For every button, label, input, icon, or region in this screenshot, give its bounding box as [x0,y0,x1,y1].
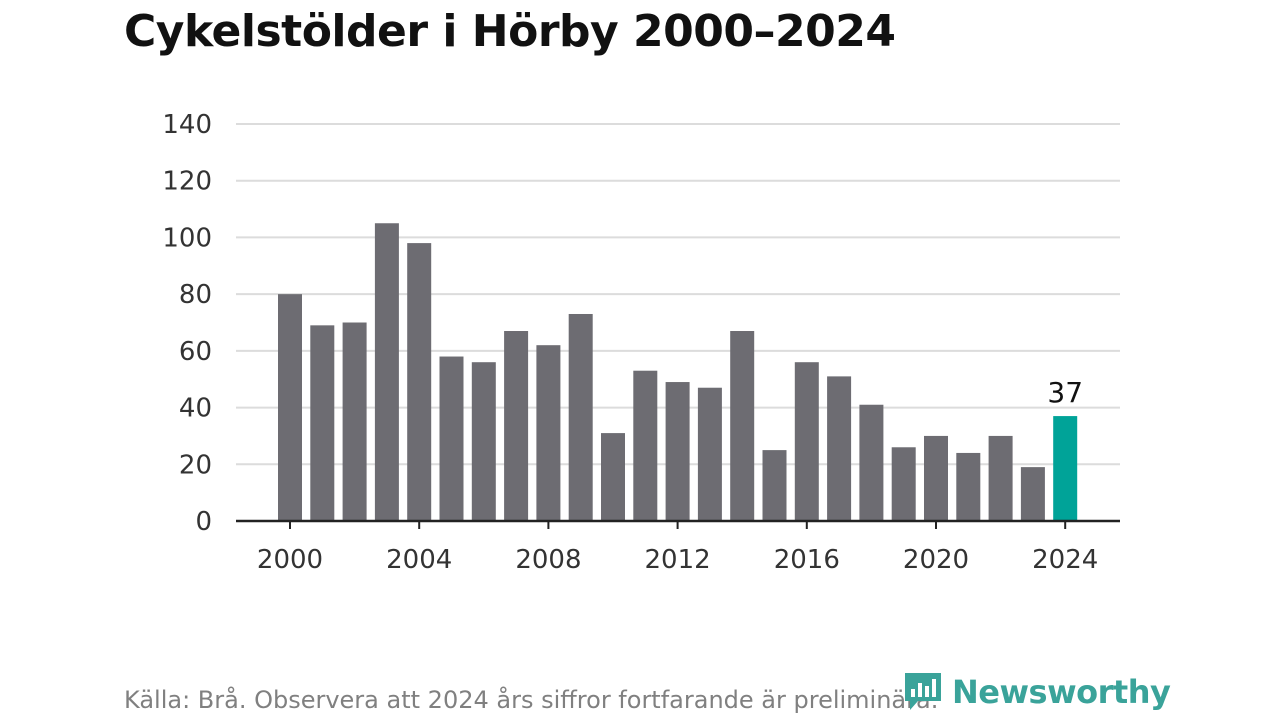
bar [504,331,529,521]
bar [956,452,981,521]
bar [601,433,625,521]
y-tick-label: 120 [162,167,212,197]
bar [827,376,852,521]
x-tick-label: 2004 [386,545,452,575]
x-tick-label: 2008 [515,545,581,575]
bar [374,223,399,521]
bar [924,435,948,521]
bar [568,313,593,521]
bar [439,356,464,521]
bar [859,404,884,521]
bar [988,435,1013,521]
bar-highlight [1053,416,1078,521]
y-tick-label: 80 [179,280,212,310]
x-tick-label: 2024 [1032,545,1098,575]
y-tick-label: 20 [179,450,212,480]
bar [278,294,302,521]
bar [665,382,690,521]
y-tick-label: 100 [162,223,212,253]
bar [407,243,432,521]
bar [633,370,658,521]
bar-chart-logo-icon [905,673,941,710]
bar [794,362,819,521]
y-tick-label: 60 [179,337,212,367]
bar [762,450,787,521]
axes [236,519,1120,529]
bar [342,322,367,521]
bar [1020,467,1045,521]
y-tick-label: 140 [162,110,212,140]
y-tick-label: 0 [195,507,212,537]
bar [310,325,335,521]
source-note: Källa: Brå. Observera att 2024 års siffr… [124,686,939,714]
brand-logo: Newsworthy [902,672,1171,712]
y-tick-label: 40 [179,394,212,424]
x-tick-label: 2012 [645,545,711,575]
x-tick-label: 2000 [257,545,323,575]
data-label: 37 [1047,376,1083,409]
bar [891,447,916,521]
brand-name: Newsworthy [952,673,1171,711]
bar [730,331,755,521]
x-tick-label: 2016 [774,545,840,575]
bar [697,387,722,521]
labels: 0 20 40 60 80 100 120 140 37 2000 2004 2008 2012 2016… [162,110,1098,575]
bars [278,223,1078,521]
x-tick-label: 2020 [903,545,969,575]
bar [471,362,496,521]
chart-title: Cykelstölder i Hörby 2000–2024 [124,6,896,57]
bar [536,345,561,521]
